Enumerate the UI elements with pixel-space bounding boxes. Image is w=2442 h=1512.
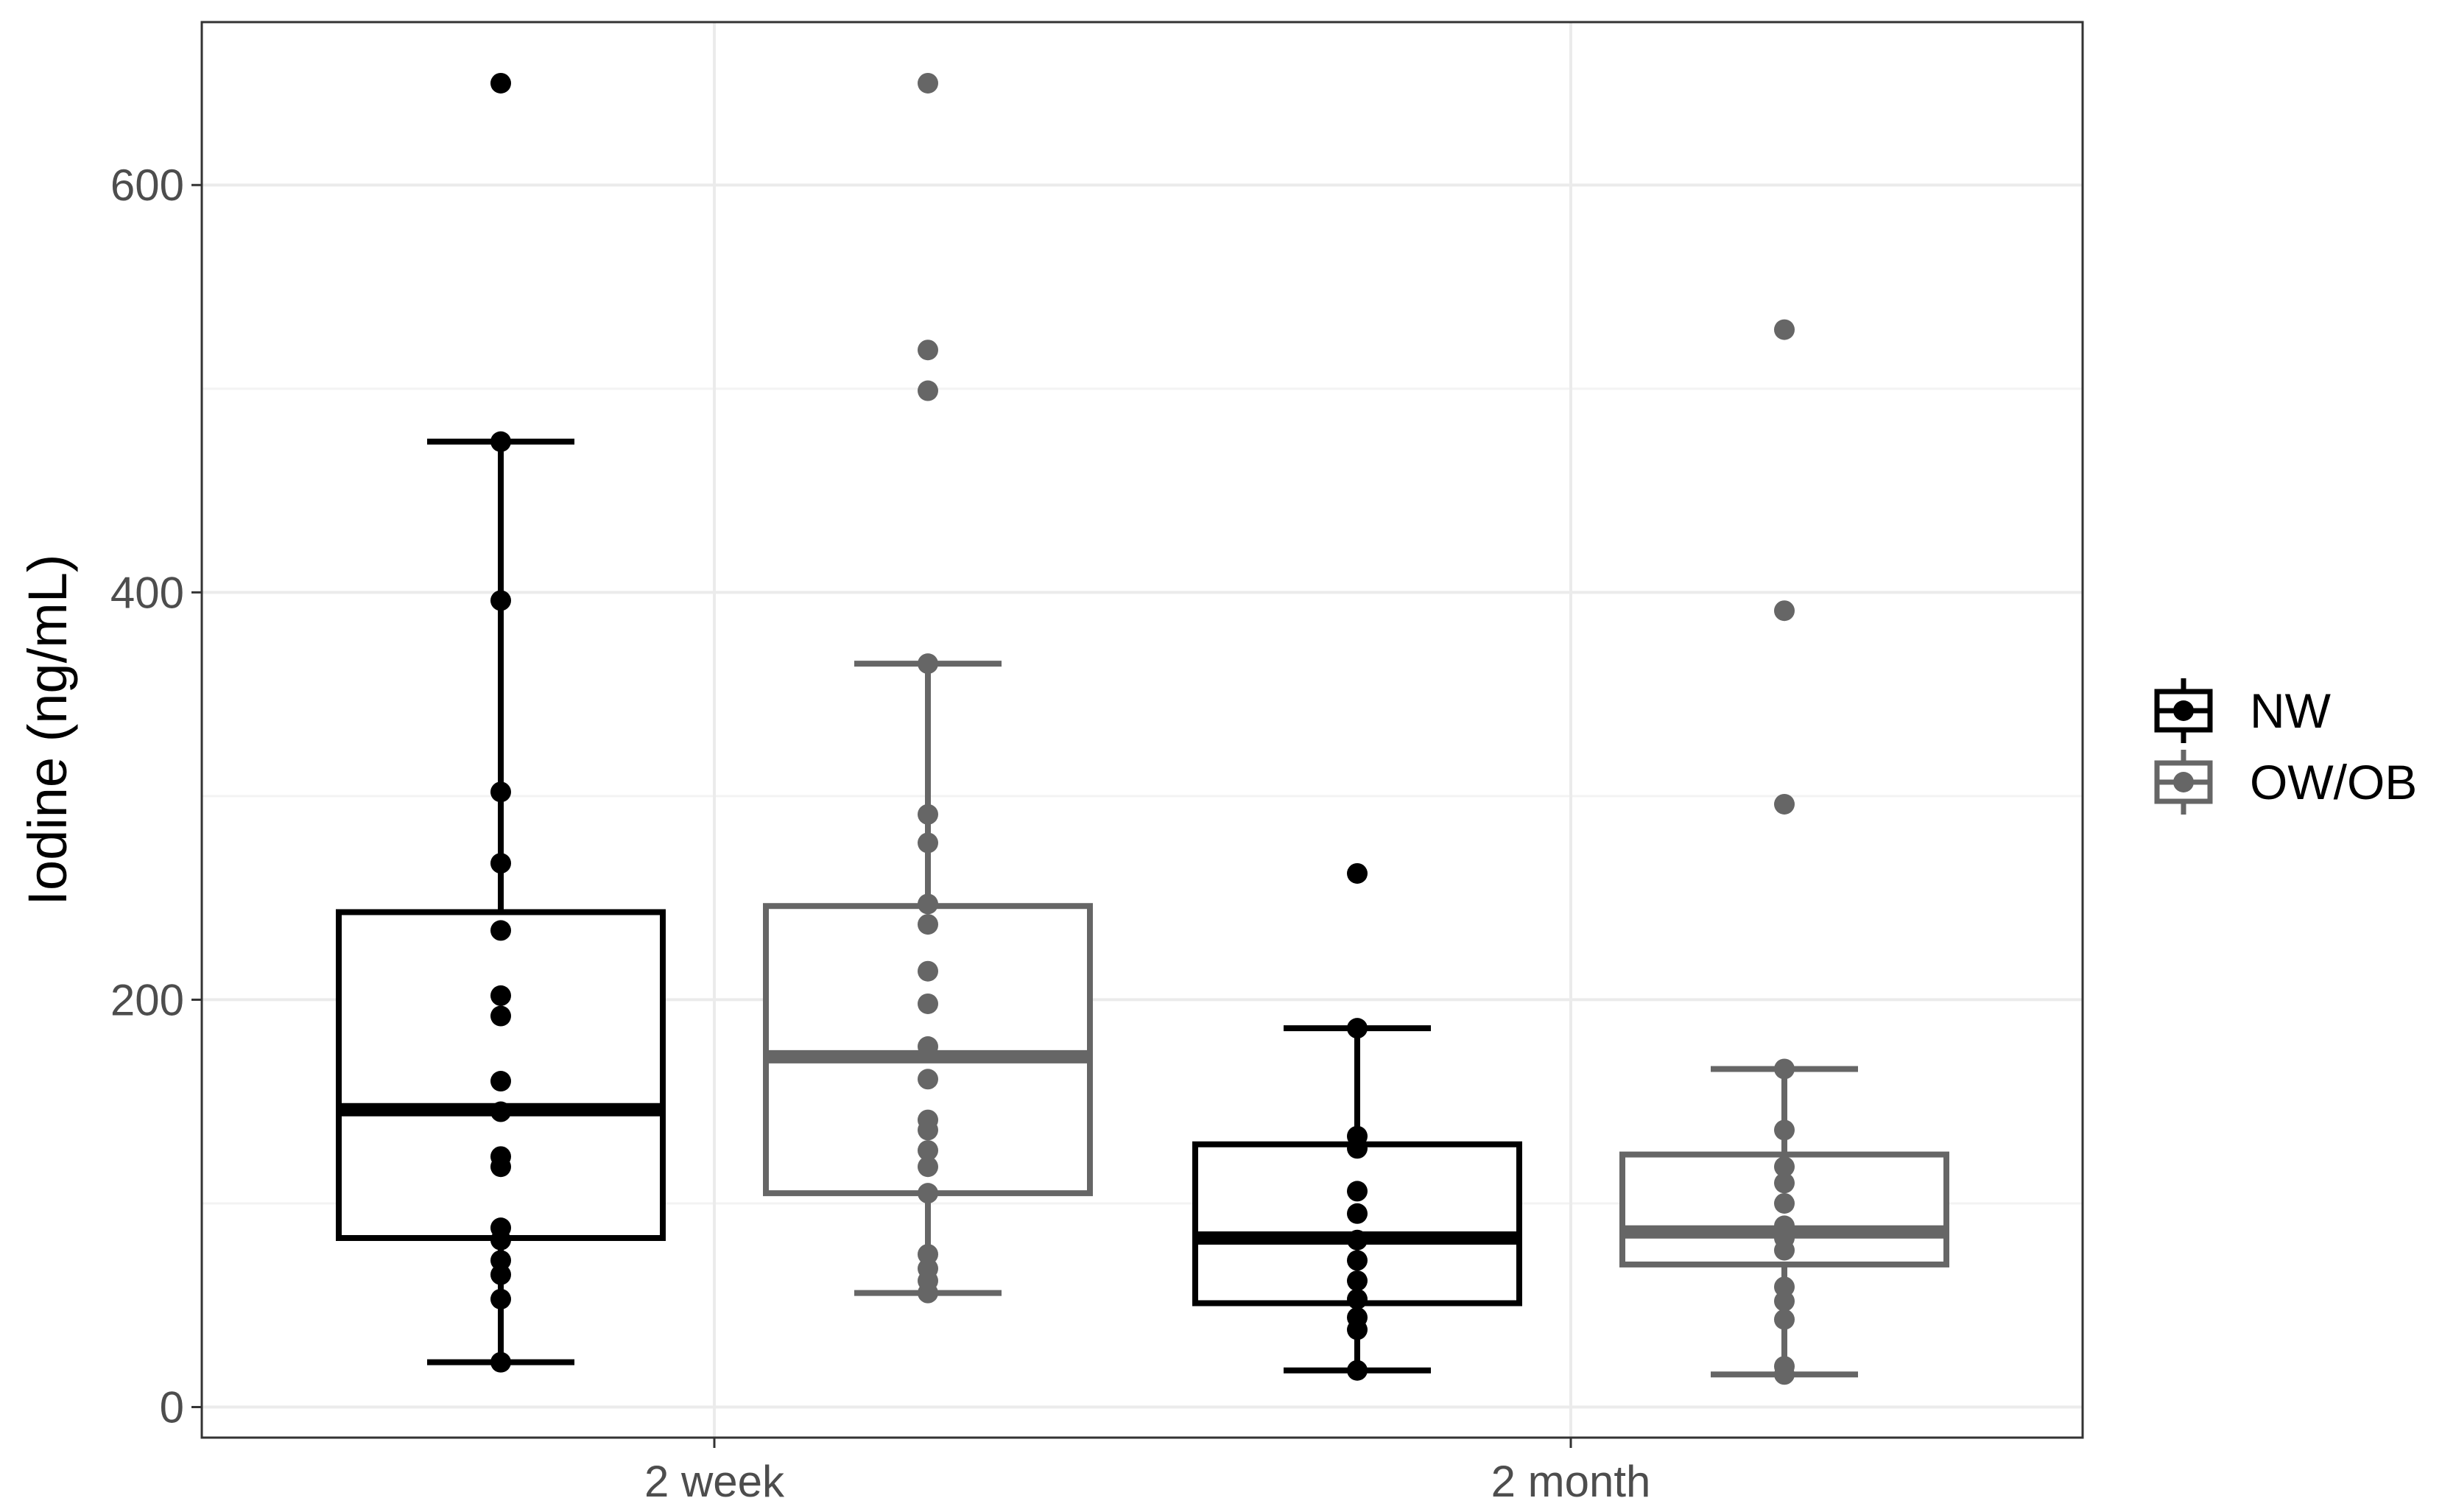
outlier-point [918, 380, 938, 401]
data-point [490, 853, 511, 874]
y-tick-label: 200 [110, 975, 184, 1024]
legend-label: NW [2250, 683, 2332, 738]
data-point [1347, 1307, 1368, 1328]
legend-key-dot [2173, 772, 2194, 792]
legend: NW OW/OB [2154, 678, 2417, 815]
grid [202, 22, 2083, 1438]
data-point [490, 431, 511, 452]
data-point [1774, 1192, 1795, 1214]
data-point [1347, 1018, 1368, 1039]
box-nw-2-week [336, 72, 666, 1373]
legend-key-ow-ob [2154, 750, 2213, 815]
data-point [1774, 1172, 1795, 1194]
data-point [918, 1244, 938, 1265]
data-point [918, 914, 938, 935]
data-point [490, 1250, 511, 1271]
outlier-point [1774, 600, 1795, 622]
data-point [1774, 1356, 1795, 1377]
data-point [490, 1005, 511, 1027]
y-axis: 0 200 400 600 [110, 161, 202, 1432]
data-point [1347, 1250, 1368, 1271]
y-tick-label: 400 [110, 568, 184, 617]
data-point [918, 1140, 938, 1161]
data-point [918, 893, 938, 915]
data-point [918, 1069, 938, 1090]
outlier-point [918, 340, 938, 361]
outlier-point [1774, 793, 1795, 815]
y-axis-title: Iodine (ng/mL) [17, 554, 78, 905]
x-tick-label: 2 week [644, 1457, 785, 1506]
box-ow-ob-2-month [1619, 319, 1949, 1385]
x-tick-label: 2 month [1491, 1457, 1651, 1506]
data-point [918, 960, 938, 982]
outlier-point [1774, 319, 1795, 340]
data-point [918, 1258, 938, 1279]
x-axis: 2 week 2 month [644, 1438, 1650, 1506]
data-point [1347, 1270, 1368, 1292]
outlier-point [918, 72, 938, 94]
data-point [490, 1071, 511, 1092]
outlier-point [490, 72, 511, 94]
data-point [1347, 1288, 1368, 1309]
outlier-point [1347, 862, 1368, 884]
data-point [1774, 1058, 1795, 1080]
data-point [490, 920, 511, 941]
data-point [1774, 1119, 1795, 1141]
data-point [490, 1351, 511, 1373]
legend-key-nw [2154, 678, 2213, 743]
data-point [490, 781, 511, 803]
legend-label: OW/OB [2250, 755, 2417, 809]
data-point [918, 1183, 938, 1204]
y-tick-label: 0 [160, 1383, 184, 1432]
data-point [490, 1264, 511, 1285]
data-point [490, 1146, 511, 1167]
data-point [1774, 1309, 1795, 1330]
data-point [490, 985, 511, 1006]
data-point [918, 1109, 938, 1131]
data-point [1347, 1181, 1368, 1202]
data-point [1347, 1360, 1368, 1381]
box-ow-ob-2-week [763, 72, 1093, 1304]
data-point [918, 832, 938, 854]
legend-key-dot [2173, 700, 2194, 721]
y-tick-label: 600 [110, 161, 184, 210]
data-point [490, 1217, 511, 1239]
data-point [1774, 1156, 1795, 1178]
data-point [918, 1156, 938, 1178]
data-point [490, 1288, 511, 1309]
boxes [336, 72, 1949, 1385]
box-nw-2-month [1192, 862, 1522, 1381]
data-point [1774, 1290, 1795, 1312]
data-point [918, 653, 938, 675]
data-point [490, 590, 511, 611]
data-point [1347, 1125, 1368, 1147]
panel-border [200, 21, 2084, 1439]
data-point [1774, 1276, 1795, 1298]
data-point [1347, 1203, 1368, 1224]
data-point [918, 804, 938, 825]
data-point [918, 993, 938, 1014]
